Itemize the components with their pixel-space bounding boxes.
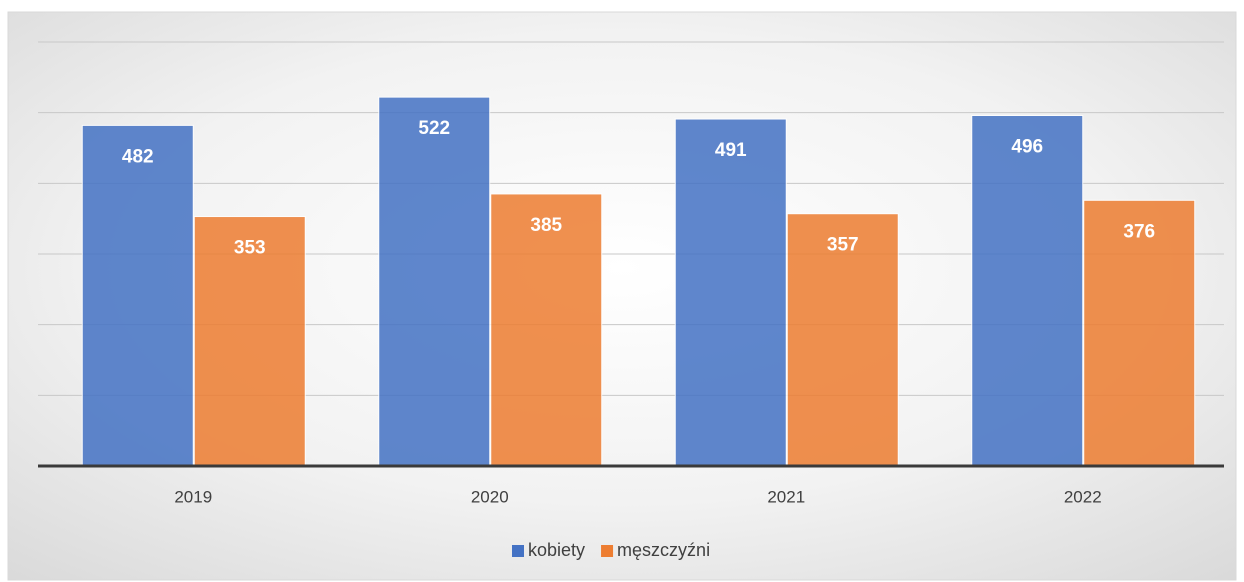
- bar: [674, 118, 787, 467]
- legend-swatch: [512, 545, 524, 557]
- data-label: 353: [234, 238, 266, 259]
- bar: [490, 193, 603, 467]
- x-tick-label: 2019: [174, 487, 212, 506]
- data-label: 385: [530, 215, 562, 236]
- bar: [971, 114, 1084, 467]
- legend-swatch: [601, 545, 614, 557]
- bar: [1083, 199, 1196, 467]
- data-label: 357: [827, 235, 859, 256]
- bar: [81, 124, 194, 467]
- data-label: 496: [1011, 137, 1043, 158]
- legend-label: męszczyźni: [617, 540, 710, 560]
- bar: [193, 216, 306, 467]
- data-label: 491: [715, 140, 747, 161]
- data-label: 376: [1123, 221, 1155, 242]
- bar: [378, 96, 491, 467]
- data-label: 482: [122, 146, 154, 167]
- bar: [786, 213, 899, 467]
- data-label: 522: [418, 118, 450, 139]
- x-tick-label: 2022: [1064, 487, 1102, 506]
- x-tick-label: 2021: [767, 487, 805, 506]
- legend-label: kobiety: [528, 540, 585, 560]
- x-tick-label: 2020: [471, 487, 509, 506]
